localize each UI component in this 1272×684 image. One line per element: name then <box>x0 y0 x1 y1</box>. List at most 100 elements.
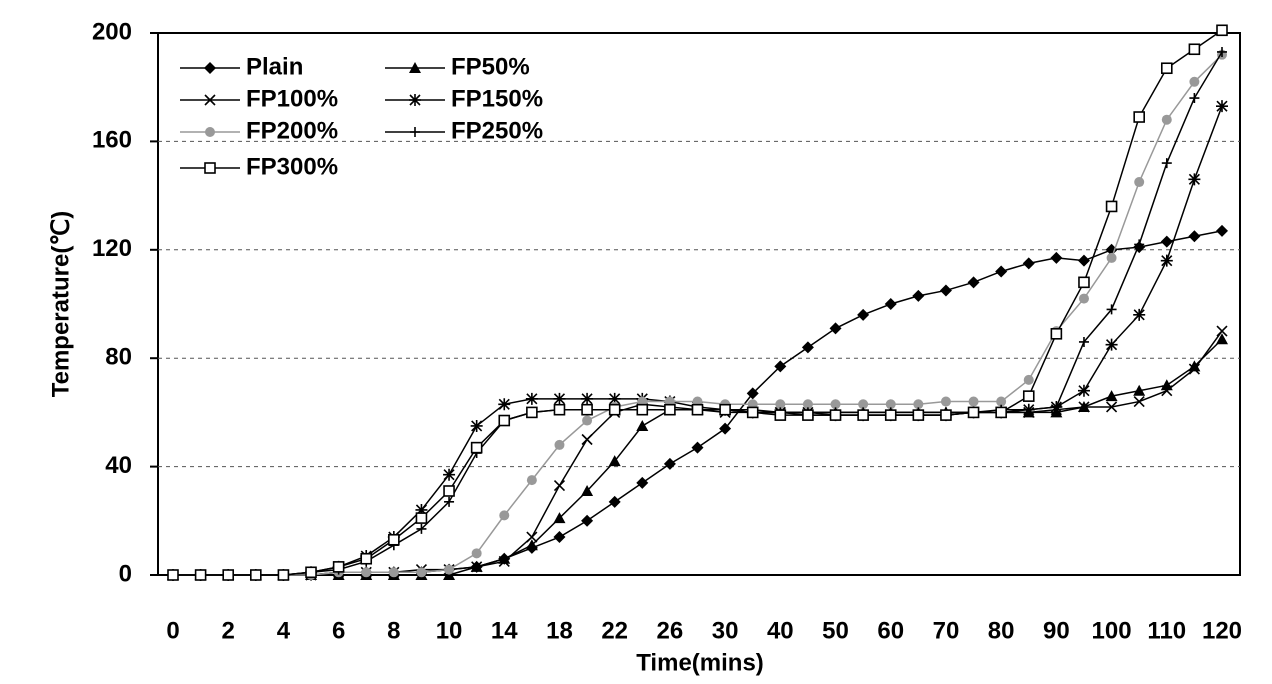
marker <box>719 403 731 416</box>
marker-shape <box>1078 336 1089 347</box>
y-tick-label: 0 <box>119 560 132 587</box>
marker <box>608 455 621 467</box>
marker <box>409 94 421 106</box>
marker-shape <box>360 552 373 565</box>
marker-shape <box>968 396 979 407</box>
marker-shape <box>277 569 290 581</box>
marker <box>498 414 511 427</box>
marker-shape <box>829 409 842 421</box>
marker-shape <box>1078 276 1090 289</box>
marker <box>205 127 215 137</box>
marker <box>829 322 842 335</box>
marker-shape <box>470 441 483 454</box>
marker <box>1051 401 1062 412</box>
marker <box>498 552 511 564</box>
marker-shape <box>1133 384 1146 396</box>
x-tick-label: 4 <box>277 617 291 644</box>
marker <box>857 308 870 321</box>
marker <box>691 403 704 416</box>
marker-shape <box>1051 401 1062 412</box>
marker-shape <box>526 531 538 543</box>
marker-shape <box>691 441 704 454</box>
marker <box>1077 254 1090 267</box>
marker <box>415 503 428 516</box>
marker-shape <box>1189 76 1200 87</box>
marker-shape <box>1050 328 1063 340</box>
marker-shape <box>1133 111 1145 123</box>
marker-shape <box>1161 158 1172 169</box>
marker <box>204 94 216 106</box>
marker-shape <box>719 403 731 416</box>
marker-shape <box>388 567 399 578</box>
marker-shape <box>416 523 427 534</box>
marker <box>1105 390 1118 402</box>
y-tick-label: 80 <box>105 344 132 371</box>
marker <box>526 531 538 543</box>
marker <box>1133 384 1146 396</box>
x-tick-label: 0 <box>166 617 179 644</box>
marker-shape <box>1134 177 1145 188</box>
marker-shape <box>1105 200 1118 213</box>
x-tick-label: 2 <box>222 617 235 644</box>
marker <box>940 409 952 421</box>
marker-shape <box>636 476 649 489</box>
marker-shape <box>1188 363 1200 375</box>
x-tick-label: 80 <box>988 617 1015 644</box>
x-tick-label: 50 <box>822 617 849 644</box>
marker-shape <box>1216 224 1228 237</box>
marker <box>582 415 593 426</box>
marker <box>636 403 649 416</box>
marker <box>1161 114 1172 125</box>
marker-shape <box>1133 395 1145 408</box>
x-tick-label: 120 <box>1202 617 1242 644</box>
marker-shape <box>912 409 925 421</box>
marker <box>581 392 594 405</box>
marker <box>1189 93 1200 104</box>
marker-shape <box>1134 239 1145 250</box>
marker <box>553 512 566 524</box>
marker <box>1106 304 1117 315</box>
marker-shape <box>499 510 510 521</box>
marker-shape <box>1161 114 1172 125</box>
marker-shape <box>444 496 455 507</box>
marker-shape <box>884 298 897 310</box>
marker <box>554 439 565 450</box>
marker-shape <box>636 403 649 416</box>
marker <box>471 548 482 559</box>
marker-shape <box>204 94 216 106</box>
marker <box>581 514 594 527</box>
marker <box>1022 390 1035 402</box>
marker <box>884 409 897 421</box>
marker-shape <box>1188 43 1201 56</box>
marker <box>443 468 456 481</box>
marker-shape <box>885 399 896 410</box>
marker-shape <box>332 561 345 573</box>
marker-shape <box>1188 173 1201 186</box>
marker <box>774 409 787 421</box>
x-tick-label: 90 <box>1043 617 1070 644</box>
marker <box>470 441 483 454</box>
marker <box>1050 328 1063 340</box>
marker-shape <box>388 533 400 546</box>
marker-shape <box>204 162 216 174</box>
marker <box>830 399 841 410</box>
x-tick-label: 8 <box>387 617 400 644</box>
y-tick-label: 200 <box>92 18 132 45</box>
marker <box>608 495 621 508</box>
legend-label: Plain <box>246 53 303 80</box>
marker-shape <box>1161 385 1173 397</box>
marker-shape <box>470 419 483 432</box>
x-tick-label: 110 <box>1147 617 1186 644</box>
marker <box>775 399 786 410</box>
marker <box>1188 230 1201 243</box>
marker <box>995 265 1008 278</box>
marker-shape <box>996 396 1007 407</box>
marker-shape <box>636 419 649 431</box>
marker-shape <box>581 484 594 496</box>
marker <box>1106 252 1117 263</box>
marker <box>1161 158 1172 169</box>
marker <box>967 276 980 289</box>
marker <box>498 398 511 411</box>
marker-shape <box>553 480 566 492</box>
marker-shape <box>581 514 594 527</box>
